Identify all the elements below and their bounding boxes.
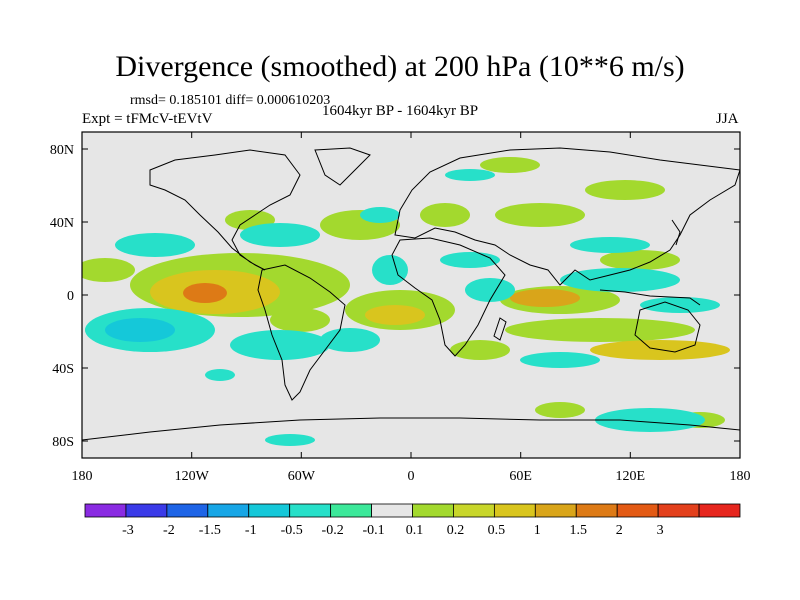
field-blob xyxy=(520,352,600,368)
field-blob xyxy=(205,369,235,381)
field-blob xyxy=(600,250,680,270)
field-blob xyxy=(440,252,500,268)
field-blob xyxy=(82,258,135,282)
lon-tick-label: 180 xyxy=(730,469,751,484)
colorbar-label: 2 xyxy=(616,523,623,538)
lon-tick-label: 180 xyxy=(72,469,93,484)
coastline-eurasia xyxy=(394,147,740,286)
field-blob xyxy=(420,203,470,227)
colorbar-label: -1 xyxy=(245,523,257,538)
field-blob xyxy=(230,330,330,360)
coastlines xyxy=(82,147,740,441)
field-blob xyxy=(570,237,650,253)
period-label: 1604kyr BP - 1604kyr BP xyxy=(322,103,479,119)
season-label: JJA xyxy=(716,111,739,127)
field-blob xyxy=(465,278,515,302)
lon-tick-label: 120E xyxy=(616,469,646,484)
colorbar-label: 3 xyxy=(657,523,664,538)
lon-tick-label: 0 xyxy=(408,469,415,484)
colorbar-swatch xyxy=(125,503,168,518)
lon-tick-label: 120W xyxy=(175,469,210,484)
field-blob xyxy=(495,203,585,227)
field-blob xyxy=(640,297,720,313)
colorbar-swatch xyxy=(493,503,536,518)
divergence-field xyxy=(82,157,730,446)
coastline-indonesia xyxy=(599,289,701,306)
colorbar-swatch xyxy=(289,503,332,518)
field-blob xyxy=(115,233,195,257)
field-blob xyxy=(372,255,408,285)
colorbar-swatch xyxy=(698,503,741,518)
field-blob xyxy=(105,318,175,342)
lat-tick-label: 0 xyxy=(67,289,74,304)
colorbar-swatch xyxy=(371,503,413,518)
plot-title: Divergence (smoothed) at 200 hPa (10**6 … xyxy=(115,50,685,83)
colorbar-swatch xyxy=(330,503,372,518)
lat-tick-label: 80N xyxy=(50,143,74,158)
field-blob xyxy=(320,328,380,352)
axis-ticks xyxy=(81,132,741,458)
rmsd-diff-stats: rmsd= 0.185101 diff= 0.000610203 xyxy=(130,93,331,108)
field-blob xyxy=(535,402,585,418)
colorbar-label: -0.2 xyxy=(322,523,344,538)
field-blob xyxy=(560,268,680,292)
lon-tick-label: 60E xyxy=(509,469,532,484)
lat-tick-labels: 80N 40N 0 40S 80S xyxy=(50,143,74,450)
colorbar-label: 1.5 xyxy=(570,523,588,538)
field-blob xyxy=(270,308,330,332)
coastline-japan xyxy=(671,219,681,246)
colorbar-label: -1.5 xyxy=(199,523,221,538)
field-blob xyxy=(265,434,315,446)
field-blob xyxy=(480,157,540,173)
coastline-south-america xyxy=(257,264,346,401)
lat-tick-label: 40N xyxy=(50,216,74,231)
coastline-madagascar xyxy=(493,317,507,341)
field-blob xyxy=(240,223,320,247)
lon-tick-labels: 180 120W 60W 0 60E 120E 180 xyxy=(72,469,751,484)
colorbar-label: -0.1 xyxy=(362,523,384,538)
field-blob xyxy=(445,169,495,181)
experiment-label: Expt = tFMcV-tEVtV xyxy=(82,111,213,127)
lon-tick-label: 60W xyxy=(288,469,316,484)
colorbar-swatch xyxy=(453,503,495,518)
lat-tick-label: 40S xyxy=(52,362,74,377)
colorbar-label: -0.5 xyxy=(281,523,303,538)
colorbar-swatch xyxy=(534,503,577,518)
colorbar-swatch xyxy=(166,503,209,518)
coastline-antarctica xyxy=(82,417,740,441)
colorbar-swatch xyxy=(207,503,250,518)
colorbar-label: 0.2 xyxy=(447,523,465,538)
field-blob xyxy=(360,207,400,223)
field-blob xyxy=(510,289,580,307)
colorbar-swatch xyxy=(616,503,659,518)
colorbar-swatch xyxy=(412,503,454,518)
field-blob xyxy=(183,283,227,303)
colorbar-label: 1 xyxy=(534,523,541,538)
field-blob xyxy=(585,180,665,200)
colorbar-label: -2 xyxy=(163,523,175,538)
lat-tick-label: 80S xyxy=(52,435,74,450)
field-blob xyxy=(595,408,705,432)
field-blob xyxy=(365,305,425,325)
coastline-africa xyxy=(391,237,506,357)
colorbar-swatch xyxy=(575,503,618,518)
colorbar-swatch xyxy=(84,503,127,518)
colorbar-label: 0.5 xyxy=(488,523,506,538)
colorbar-swatch xyxy=(248,503,291,518)
coastline-greenland xyxy=(314,147,371,186)
coastline-australia xyxy=(634,301,701,353)
colorbar-swatch xyxy=(657,503,700,518)
coastline-north-america xyxy=(149,149,301,271)
colorbar-label: 0.1 xyxy=(406,523,424,538)
colorbar-labels: -3 -2 -1.5 -1 -0.5 -0.2 -0.1 0.1 0.2 0.5 1 1.5 2 3 xyxy=(122,523,664,538)
field-blob xyxy=(450,340,510,360)
colorbar-label: -3 xyxy=(122,523,134,538)
field-blob xyxy=(505,318,695,342)
colorbar xyxy=(84,503,741,518)
